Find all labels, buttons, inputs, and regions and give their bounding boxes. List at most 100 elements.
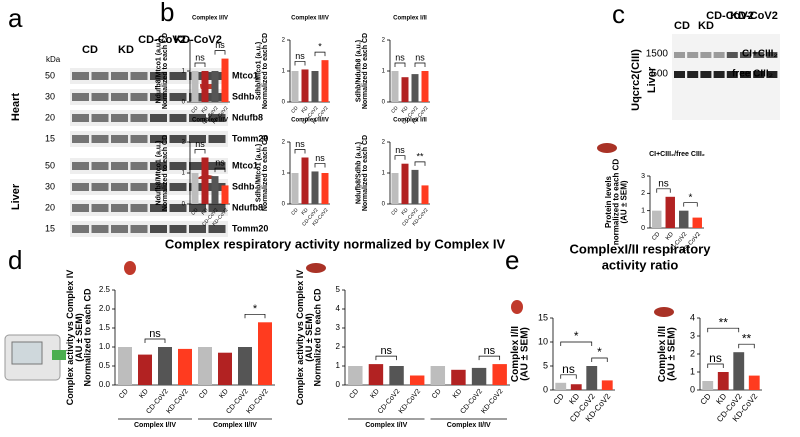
blot-band xyxy=(169,114,187,122)
y-tick-label: 4 xyxy=(690,312,695,322)
x-tick-label: KD xyxy=(665,231,675,242)
bar xyxy=(391,71,399,102)
y-axis-label: Normalized to each CD xyxy=(262,135,269,211)
blot-row xyxy=(70,158,228,174)
significance-label: ns xyxy=(195,139,205,149)
bar xyxy=(391,173,399,204)
blot-band xyxy=(740,52,751,58)
y-tick-label: 0.5 xyxy=(99,361,111,370)
sig-bracket xyxy=(656,188,671,193)
bar xyxy=(218,352,232,385)
significance-label: ** xyxy=(416,151,424,161)
y-tick-label: 2 xyxy=(282,140,286,146)
blot-band xyxy=(150,135,167,143)
y-tick-label: 2.5 xyxy=(99,285,111,294)
blot-band xyxy=(150,183,167,191)
y-axis-label: Complex activity vs Complex IV xyxy=(295,270,305,406)
blot-band xyxy=(91,135,109,143)
y-tick-label: 2 xyxy=(282,38,286,44)
blot-row xyxy=(70,179,228,195)
y-axis-label: Complex I/II xyxy=(657,326,668,382)
blot-band xyxy=(150,204,167,212)
blot-band xyxy=(189,225,206,233)
x-tick-label: CD xyxy=(651,231,662,242)
bar xyxy=(258,322,272,385)
y-axis-label: Normalized to each CD xyxy=(362,135,369,211)
blot-band xyxy=(169,204,187,212)
sig-bracket xyxy=(591,357,608,362)
y-axis-label: Normalized to each CD xyxy=(262,33,269,109)
y-axis-label: Normalized to each CD xyxy=(162,135,169,211)
blot-band xyxy=(726,52,738,58)
significance-label: ns xyxy=(195,52,205,62)
group-label: Complex I/IV xyxy=(134,422,176,429)
blot-band xyxy=(130,72,148,80)
x-tick-label: KD xyxy=(452,388,464,400)
significance-label: ns xyxy=(658,178,669,189)
sig-bracket xyxy=(707,327,740,333)
blot-ylabel: Liver xyxy=(646,66,658,93)
sig-bracket xyxy=(194,62,206,67)
protein-label: Ndufb8 xyxy=(232,112,263,122)
y-axis-label: Normalized to each CD xyxy=(162,33,169,109)
x-tick-label: KD xyxy=(138,388,150,400)
bar xyxy=(679,210,689,228)
x-tick-label: KD xyxy=(400,105,409,114)
blot-band xyxy=(189,135,206,143)
sig-bracket xyxy=(414,161,426,166)
blot-row xyxy=(70,131,228,147)
blot-band xyxy=(753,52,765,58)
y-tick-label: 1 xyxy=(641,208,645,215)
band-label: CI+CIII₂ xyxy=(742,49,778,60)
blot-band xyxy=(111,225,128,233)
blot-band xyxy=(766,52,778,58)
bar xyxy=(421,185,429,204)
bar xyxy=(311,71,319,102)
blot-band xyxy=(169,183,187,191)
y-axis-label: Complex I/II xyxy=(510,326,521,382)
blot-band xyxy=(740,71,751,78)
significance-label: ns xyxy=(484,345,496,357)
blot-band xyxy=(753,71,765,78)
lane-group: CD-CoV2 xyxy=(706,10,754,22)
kda-marker: 15 xyxy=(45,133,55,143)
bar xyxy=(409,375,425,385)
significance-label: ** xyxy=(742,331,752,345)
blot-band xyxy=(700,52,712,58)
protein-label: Ndufb8 xyxy=(232,202,263,212)
significance-label: * xyxy=(597,345,602,359)
chart-title: CI+CIII₂/free CIII₂ xyxy=(649,151,705,158)
x-tick-label: KD xyxy=(200,207,209,216)
x-tick-label: CD xyxy=(699,392,713,407)
y-axis-label: Normalized to each CD xyxy=(313,288,323,387)
tissue-label: Liver xyxy=(10,183,22,210)
y-tick-label: 1.0 xyxy=(99,342,111,351)
kda-marker: 20 xyxy=(45,202,55,212)
sig-bracket xyxy=(294,149,306,154)
bar xyxy=(451,369,466,385)
protein-label: Tomm20 xyxy=(232,223,268,233)
y-tick-label: 2 xyxy=(690,348,695,358)
significance-label: * xyxy=(689,192,693,203)
bar xyxy=(211,71,219,102)
y-tick-label: 0.0 xyxy=(99,380,111,389)
blot-band xyxy=(674,71,685,78)
y-tick-label: 1.5 xyxy=(99,323,111,332)
bar xyxy=(401,163,409,204)
protein-label: Mtco1 xyxy=(232,70,258,80)
blot-band xyxy=(208,135,226,143)
bar xyxy=(191,173,199,204)
blot-row xyxy=(70,110,228,126)
instrument-icon xyxy=(4,334,66,381)
significance-label: ns xyxy=(395,52,405,62)
tissue-label: Heart xyxy=(10,93,22,121)
blot-band xyxy=(91,114,109,122)
sig-bracket xyxy=(394,155,406,160)
blot-band xyxy=(91,72,109,80)
kda-label: kDa xyxy=(46,55,61,64)
sig-bracket xyxy=(244,313,266,319)
bar xyxy=(321,173,329,204)
y-axis-label: Sdhb/Ndufb8 (a.u.) xyxy=(356,40,363,102)
panel-letter: e xyxy=(505,245,519,275)
y-tick-label: 2 xyxy=(382,38,386,44)
